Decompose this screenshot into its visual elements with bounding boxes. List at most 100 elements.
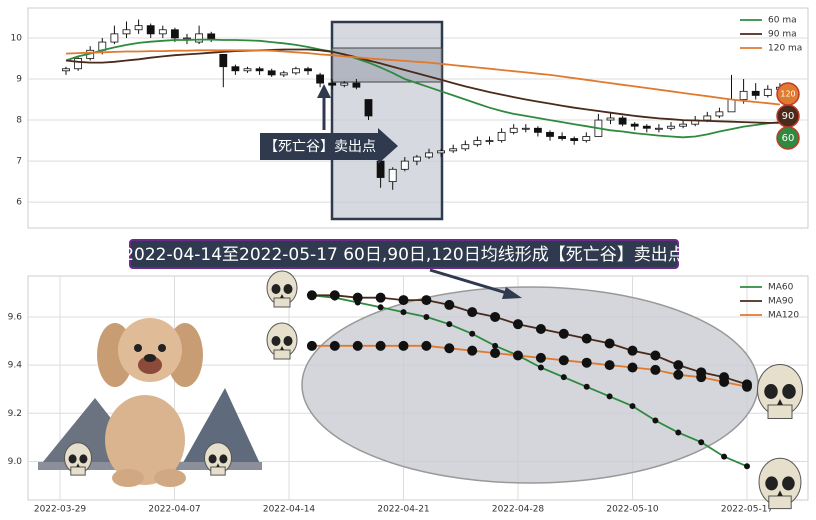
- point: [513, 350, 523, 361]
- skull-jaw: [273, 297, 291, 308]
- sell-label-box: [260, 128, 398, 164]
- candle-body: [388, 168, 397, 183]
- point: [673, 369, 684, 380]
- y-tick-label: 9.0: [8, 457, 23, 467]
- dog-mouth: [138, 356, 162, 374]
- candle-body: [655, 127, 663, 130]
- point: [513, 319, 523, 330]
- candle-body: [739, 90, 748, 100]
- point: [467, 345, 478, 356]
- point: [604, 338, 615, 349]
- legend-label: 60 ma: [768, 16, 797, 26]
- skull-nose: [280, 294, 284, 298]
- candle-body: [243, 68, 252, 72]
- y-tick-label: 8: [16, 116, 22, 126]
- point: [627, 362, 638, 373]
- skull-eye: [79, 454, 88, 464]
- y-tick-label: 9: [16, 75, 22, 85]
- point: [558, 355, 569, 366]
- point: [398, 340, 409, 351]
- legend-label: MA120: [768, 311, 799, 321]
- point: [581, 333, 592, 344]
- candle-body: [679, 123, 687, 127]
- banner-arrow: [429, 268, 511, 296]
- point: [377, 304, 384, 311]
- skull-eye: [764, 384, 778, 399]
- candle-body: [667, 125, 675, 129]
- legend-label: 120 ma: [768, 44, 802, 54]
- dog-paw: [112, 469, 144, 487]
- x-tick-label: 2022-05-17: [721, 505, 773, 515]
- skull-eye: [219, 454, 228, 464]
- point: [398, 295, 409, 306]
- y-tick-label: 10: [11, 33, 23, 43]
- skull-eye: [283, 336, 293, 346]
- candle-body: [727, 99, 736, 113]
- banner-text: 2022-04-14至2022-05-17 60日,90日,120日均线形成【死…: [123, 245, 685, 265]
- skull-nose: [777, 399, 783, 405]
- candle-body: [291, 68, 300, 74]
- candle-body: [134, 25, 143, 31]
- candle-body: [74, 58, 82, 70]
- point: [444, 343, 455, 354]
- point: [675, 429, 682, 436]
- skull-jaw: [273, 349, 291, 360]
- candle-body: [316, 74, 325, 84]
- point: [721, 453, 728, 460]
- candle-body: [62, 68, 70, 72]
- point: [744, 463, 750, 470]
- point: [560, 374, 567, 381]
- sell-arrow-head: [317, 84, 331, 98]
- candle-body: [364, 99, 373, 117]
- candle-body: [618, 117, 627, 125]
- point: [423, 313, 430, 320]
- candle-body: [219, 53, 228, 68]
- end-badge-label: 90: [782, 111, 795, 122]
- candle-body: [606, 117, 615, 121]
- point: [604, 360, 615, 371]
- x-tick-label: 2022-04-21: [377, 505, 429, 515]
- point: [446, 321, 453, 328]
- candle-body: [340, 82, 349, 86]
- skull-jaw: [210, 466, 226, 476]
- dog-body: [105, 395, 185, 485]
- dog-eye: [134, 344, 142, 352]
- skull-nose: [280, 346, 284, 350]
- point: [421, 295, 432, 306]
- skull-eye: [271, 284, 281, 294]
- point: [742, 381, 752, 392]
- candle-body: [170, 29, 179, 39]
- point: [375, 340, 386, 351]
- candle-body: [509, 127, 518, 133]
- sell-label: 【死亡谷】卖出点: [264, 139, 376, 155]
- legend-label: 90 ma: [768, 30, 797, 40]
- candle-body: [425, 152, 433, 158]
- candle-body: [328, 82, 337, 86]
- candle-body: [267, 70, 276, 76]
- candle-body: [558, 136, 566, 139]
- x-tick-label: 2022-04-28: [492, 505, 545, 515]
- y-tick-label: 9.2: [8, 409, 22, 419]
- point: [629, 403, 636, 410]
- point: [558, 328, 569, 339]
- dog-eye: [158, 344, 166, 352]
- candle-body: [521, 127, 530, 130]
- candle-body: [449, 148, 458, 152]
- legend-label: MA90: [768, 297, 794, 307]
- candle-body: [582, 136, 591, 141]
- point: [673, 360, 684, 371]
- point: [535, 352, 546, 363]
- point: [535, 323, 546, 334]
- point: [375, 292, 386, 303]
- point: [444, 299, 455, 310]
- end-badge: [776, 82, 800, 106]
- point: [306, 340, 317, 351]
- candle-body: [352, 82, 361, 88]
- candle-body: [461, 144, 470, 150]
- point: [490, 348, 501, 359]
- skull-eye: [68, 454, 77, 464]
- point: [329, 290, 340, 301]
- dog-head: [118, 318, 182, 382]
- banner: [129, 239, 679, 269]
- skull-jaw: [768, 495, 792, 510]
